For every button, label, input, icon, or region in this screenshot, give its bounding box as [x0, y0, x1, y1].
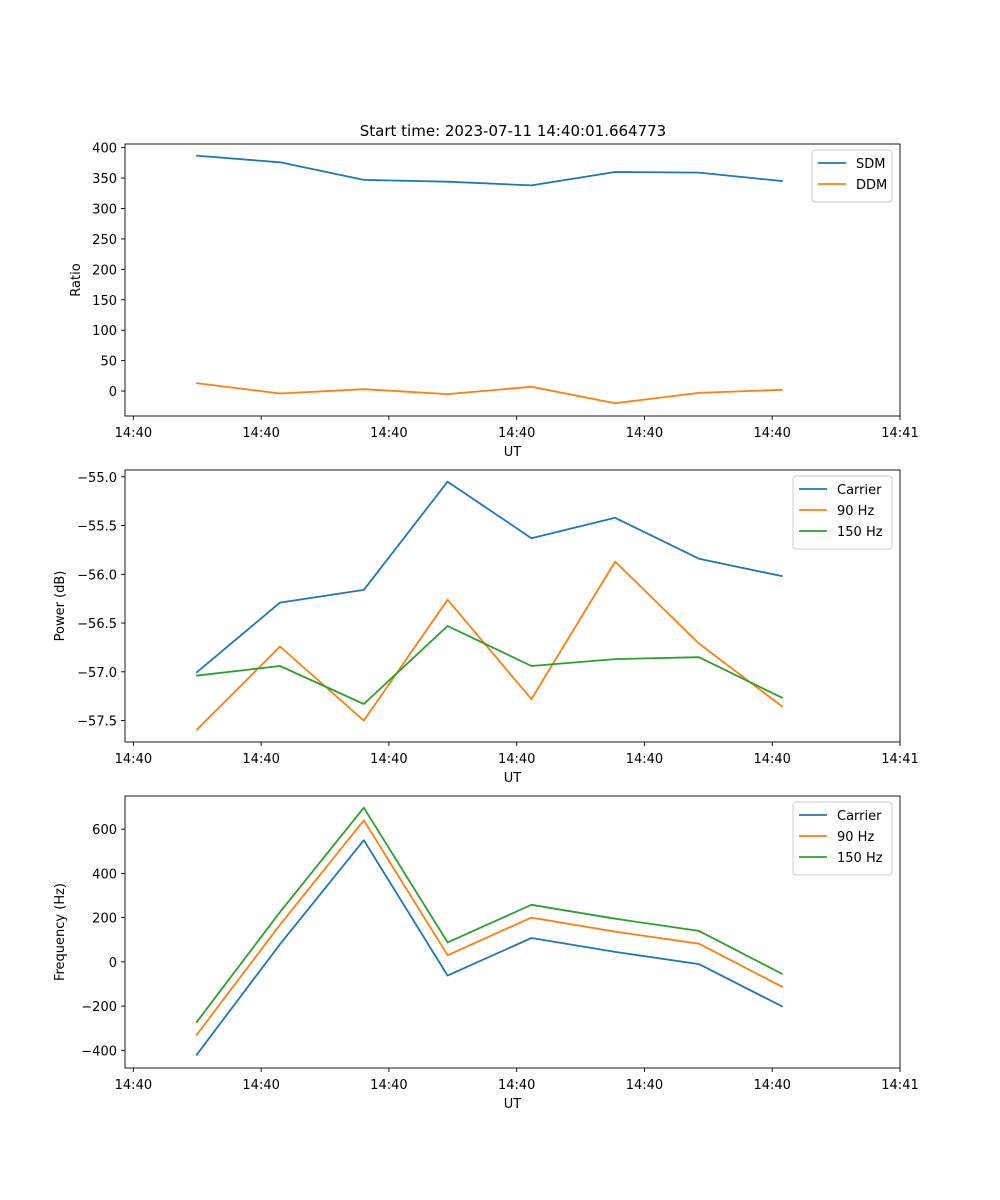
- series-line-90-hz: [195, 560, 784, 731]
- y-axis-label: Power (dB): [53, 571, 68, 642]
- x-tick-label: 14:40: [115, 426, 152, 441]
- y-tick-label: 600: [92, 823, 117, 838]
- legend: Carrier 90 Hz 150 Hz: [792, 475, 893, 550]
- legend-label: Carrier: [837, 809, 882, 824]
- legend-label: 90 Hz: [837, 830, 874, 845]
- x-tick-label: 14:40: [370, 752, 407, 767]
- series-line-sdm: [196, 154, 783, 187]
- x-tick-label: 14:40: [370, 1078, 407, 1093]
- x-tick-label: 14:41: [881, 752, 918, 767]
- x-tick-label: 14:40: [626, 752, 663, 767]
- legend-label: SDM: [856, 157, 885, 172]
- axes-frame: [124, 795, 901, 1069]
- series-line-150-hz: [195, 806, 784, 1024]
- y-tick-label: −56.5: [77, 617, 117, 632]
- legend-label: 150 Hz: [837, 851, 883, 866]
- figure-title: Start time: 2023-07-11 14:40:01.664773: [360, 122, 666, 140]
- y-tick-label: −55.5: [77, 520, 117, 535]
- x-tick-label: 14:41: [881, 1078, 918, 1093]
- x-tick-label: 14:41: [881, 426, 918, 441]
- legend-label: 150 Hz: [837, 525, 883, 540]
- axes-frame: [124, 143, 901, 417]
- legend: SDM DDM: [811, 149, 893, 203]
- x-tick-label: 14:40: [753, 752, 790, 767]
- y-tick-label: 0: [109, 956, 117, 971]
- subplot-1: 14:40 14:40 14:40 14:40 14:40 14:40 14:41 0 50 10…: [69, 142, 919, 460]
- x-axis-label: UT: [504, 771, 522, 786]
- y-tick-label: −57.0: [77, 666, 117, 681]
- legend: Carrier 90 Hz 150 Hz: [792, 801, 893, 876]
- y-tick-label: −57.5: [77, 715, 117, 730]
- x-tick-label: 14:40: [498, 752, 535, 767]
- x-tick-label: 14:40: [753, 426, 790, 441]
- x-tick-label: 14:40: [242, 426, 279, 441]
- subplots: 14:40 14:40 14:40 14:40 14:40 14:40 14:41 0 50 10…: [53, 142, 919, 1112]
- y-tick-label: 250: [92, 233, 117, 248]
- y-axis-label: Ratio: [69, 263, 84, 296]
- x-axis-label: UT: [504, 445, 522, 460]
- y-tick-label: 50: [100, 355, 117, 370]
- series-line-ddm: [196, 382, 783, 405]
- x-tick-label: 14:40: [115, 752, 152, 767]
- legend-label: 90 Hz: [837, 504, 874, 519]
- x-tick-label: 14:40: [498, 426, 535, 441]
- legend-label: DDM: [856, 178, 887, 193]
- series-line-90-hz: [195, 819, 784, 1037]
- series-line-150-hz: [196, 625, 784, 705]
- subplot-2: 14:40 14:40 14:40 14:40 14:40 14:40 14:41 −55.0…: [53, 469, 919, 786]
- y-tick-label: 150: [92, 294, 117, 309]
- y-tick-label: 100: [92, 324, 117, 339]
- y-tick-label: 200: [92, 263, 117, 278]
- axes-frame: [124, 469, 901, 743]
- y-tick-label: 0: [109, 385, 117, 400]
- x-tick-label: 14:40: [115, 1078, 152, 1093]
- y-tick-label: 350: [92, 172, 117, 187]
- x-tick-label: 14:40: [498, 1078, 535, 1093]
- y-tick-label: 400: [92, 142, 117, 157]
- x-tick-label: 14:40: [370, 426, 407, 441]
- x-tick-label: 14:40: [242, 1078, 279, 1093]
- subplot-3: 14:40 14:40 14:40 14:40 14:40 14:40 14:41 −400 −…: [53, 795, 919, 1112]
- x-tick-label: 14:40: [626, 1078, 663, 1093]
- x-tick-label: 14:40: [242, 752, 279, 767]
- y-tick-label: −55.0: [77, 471, 117, 486]
- x-tick-label: 14:40: [626, 426, 663, 441]
- x-axis-label: UT: [504, 1097, 522, 1112]
- y-tick-label: −400: [81, 1044, 117, 1059]
- series-line-carrier: [195, 839, 784, 1056]
- y-axis-label: Frequency (Hz): [53, 883, 68, 981]
- x-tick-label: 14:40: [753, 1078, 790, 1093]
- y-tick-label: −200: [81, 1000, 117, 1015]
- y-tick-label: 300: [92, 203, 117, 218]
- y-tick-label: 200: [92, 912, 117, 927]
- series-line-carrier: [195, 480, 783, 674]
- y-tick-label: 400: [92, 867, 117, 882]
- legend-label: Carrier: [837, 483, 882, 498]
- y-tick-label: −56.0: [77, 568, 117, 583]
